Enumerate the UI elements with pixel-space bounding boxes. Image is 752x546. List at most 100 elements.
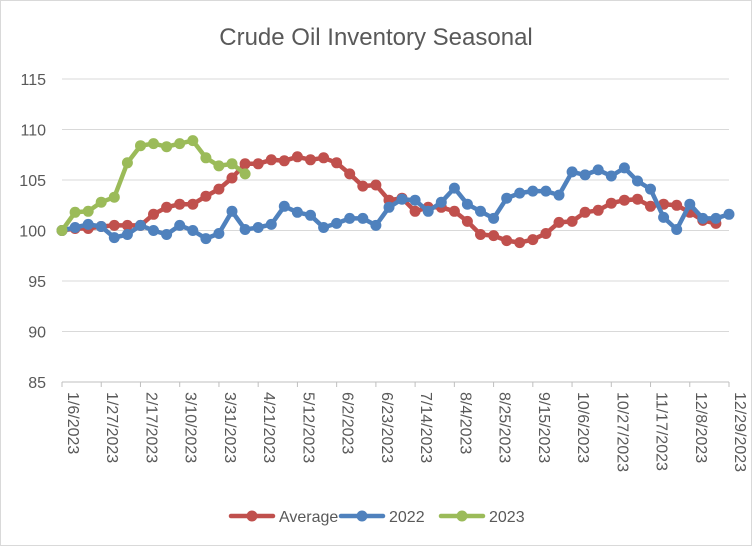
data-point (265, 218, 277, 230)
data-point (187, 198, 199, 210)
data-point (226, 172, 238, 184)
data-point (95, 196, 107, 208)
data-point (344, 212, 356, 224)
data-point (174, 219, 186, 231)
data-point (383, 201, 395, 213)
data-point (187, 225, 199, 236)
data-point (723, 208, 735, 220)
data-point (135, 140, 146, 152)
data-point (475, 229, 486, 240)
data-point (632, 193, 643, 205)
series-lines (56, 135, 735, 249)
data-point (422, 205, 434, 217)
data-point (121, 229, 133, 240)
legend-label: 2022 (389, 509, 425, 526)
data-point (95, 221, 107, 232)
data-point (357, 212, 369, 224)
data-point (82, 205, 94, 217)
x-tick-label: 11/17/2023 (653, 392, 670, 471)
data-point (553, 216, 565, 228)
data-point (710, 212, 722, 224)
data-point (475, 205, 486, 217)
legend-label: Average (279, 509, 338, 526)
y-tick-label: 110 (20, 123, 46, 140)
data-point (461, 198, 473, 210)
data-point (488, 230, 500, 242)
data-point (592, 164, 604, 176)
chart-title: Crude Oil Inventory Seasonal (219, 24, 533, 51)
data-point (265, 154, 277, 166)
data-point (331, 157, 343, 169)
data-point (618, 194, 630, 206)
data-point (121, 219, 133, 231)
data-point (239, 158, 251, 170)
x-tick-label: 10/6/2023 (574, 392, 591, 463)
x-tick-label: 9/15/2023 (535, 392, 552, 463)
data-point (501, 235, 513, 247)
data-point (514, 187, 526, 199)
data-point (370, 219, 382, 231)
series-2022 (56, 162, 735, 245)
data-point (200, 190, 212, 202)
x-tick-label: 6/2/2023 (339, 392, 356, 454)
data-point (605, 197, 617, 209)
x-tick-label: 8/25/2023 (496, 392, 513, 463)
data-point (448, 205, 460, 217)
data-point (69, 206, 81, 218)
legend-item: 2023 (438, 509, 525, 526)
y-axis: 85 90 95 100 105 110 115 (19, 72, 46, 392)
data-point (318, 222, 330, 233)
data-point (540, 228, 552, 239)
data-point (344, 168, 356, 180)
data-point (684, 198, 696, 210)
data-point (148, 225, 159, 236)
data-point (278, 200, 290, 212)
data-point (213, 228, 225, 239)
data-point (252, 158, 264, 170)
x-tick-label: 1/27/2023 (103, 392, 120, 463)
x-tick-label: 12/29/2023 (731, 392, 748, 472)
legend-item: Average (228, 509, 338, 526)
data-point (396, 193, 408, 205)
x-tick-label: 8/4/2023 (456, 392, 473, 454)
data-point (409, 194, 421, 206)
x-tick-label: 5/12/2023 (299, 392, 316, 463)
data-point (213, 183, 225, 195)
data-point (200, 233, 212, 245)
legend-swatch-marker (456, 510, 468, 522)
x-tick-label: 6/23/2023 (378, 392, 395, 463)
data-point (331, 217, 343, 229)
data-point (148, 138, 159, 150)
data-point (618, 162, 630, 174)
data-point (488, 212, 500, 224)
data-point (527, 185, 539, 197)
y-tick-label: 100 (19, 224, 46, 241)
data-point (605, 170, 617, 182)
x-tick-label: 4/21/2023 (260, 392, 277, 463)
data-point (200, 152, 212, 164)
data-point (461, 215, 473, 227)
data-point (305, 154, 316, 166)
x-tick-label: 12/8/2023 (692, 392, 709, 463)
legend-item: 2022 (338, 509, 425, 526)
x-tick-label: 7/14/2023 (417, 392, 434, 463)
x-tick-label: 10/27/2023 (613, 392, 630, 472)
data-point (357, 180, 369, 192)
data-point (161, 229, 173, 240)
data-point (148, 208, 159, 220)
legend-swatch-marker (356, 510, 368, 522)
data-point (645, 183, 656, 195)
data-point (645, 200, 656, 212)
data-point (121, 157, 133, 169)
data-point (527, 234, 539, 246)
data-point (226, 205, 238, 217)
data-point (291, 151, 303, 163)
data-point (108, 191, 120, 203)
x-tick-label: 1/6/2023 (64, 392, 81, 454)
legend: Average 2022 2023 (228, 509, 525, 526)
data-point (161, 201, 173, 213)
data-point (697, 212, 709, 224)
legend-swatch-marker (246, 510, 258, 522)
